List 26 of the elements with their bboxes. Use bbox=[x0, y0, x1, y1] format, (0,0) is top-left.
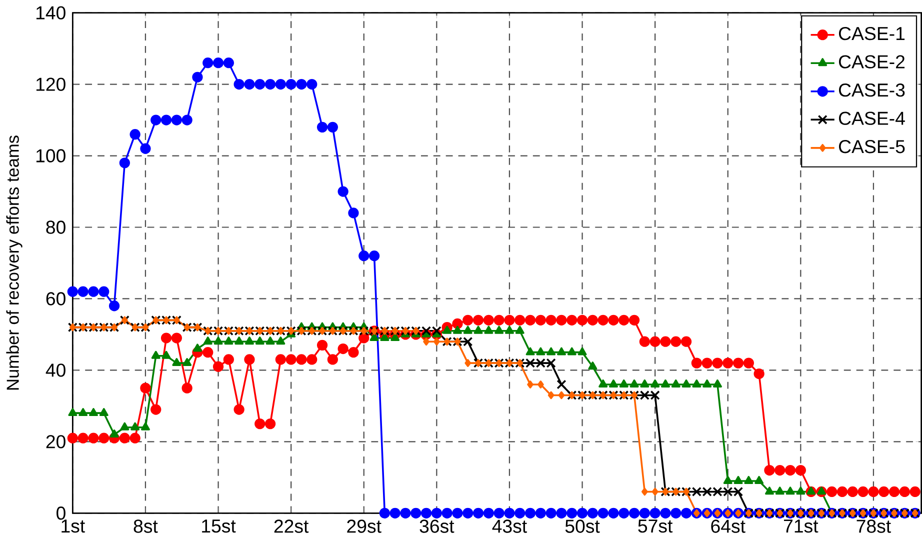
x-tick-label: 71st bbox=[784, 520, 818, 533]
y-tick-label: 140 bbox=[36, 6, 66, 20]
y-tick-label: 80 bbox=[46, 220, 66, 234]
x-tick-label: 50st bbox=[565, 520, 600, 533]
y-tick-label: 20 bbox=[46, 435, 66, 448]
y-tick-label: 60 bbox=[46, 292, 66, 306]
x-tick-label: 43st bbox=[492, 520, 527, 533]
x-tick-label: 64st bbox=[711, 520, 746, 533]
legend-label: CASE-3 bbox=[839, 83, 905, 97]
x-tick-label: 57st bbox=[638, 520, 673, 533]
x-tick-label: 1st bbox=[62, 520, 85, 533]
legend-label: CASE-1 bbox=[839, 26, 905, 40]
legend-label: CASE-5 bbox=[839, 140, 905, 154]
y-tick-label: 40 bbox=[46, 364, 66, 377]
x-tick-label: 36st bbox=[420, 520, 454, 533]
x-tick-label: 29st bbox=[347, 520, 382, 533]
x-tick-label: 22st bbox=[274, 520, 309, 533]
y-tick-label: 120 bbox=[36, 78, 66, 91]
y-tick-label: 100 bbox=[36, 149, 66, 162]
legend-label: CASE-2 bbox=[839, 55, 905, 68]
y-axis-title: Number of recovery efforts teams bbox=[6, 136, 22, 390]
x-tick-label: 15st bbox=[202, 520, 236, 533]
x-tick-label: 78st bbox=[856, 520, 891, 533]
legend-label: CASE-4 bbox=[839, 112, 905, 125]
x-tick-label: 8st bbox=[134, 520, 158, 533]
y-tick-label: 0 bbox=[56, 506, 66, 520]
